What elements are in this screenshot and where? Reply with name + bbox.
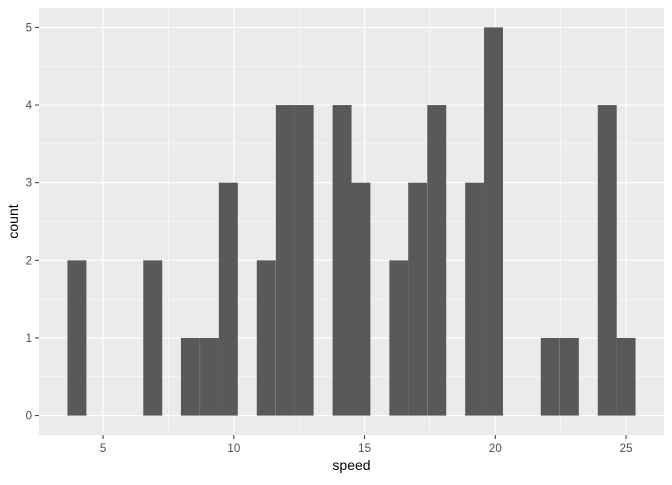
histogram-bar (351, 182, 371, 416)
x-tick-label: 10 (227, 443, 240, 455)
y-tick-label: 4 (26, 100, 33, 112)
histogram-bar (427, 105, 447, 416)
histogram-bar (218, 182, 238, 416)
histogram-bar (332, 105, 352, 416)
histogram-bar (389, 260, 409, 416)
y-tick-label: 5 (26, 22, 32, 34)
histogram-bar (275, 105, 295, 416)
x-tick-label: 15 (358, 443, 371, 455)
histogram-bar (294, 105, 314, 416)
x-tick-label: 20 (489, 443, 502, 455)
histogram-bar (616, 337, 636, 416)
histogram-bar (597, 105, 617, 416)
y-tick-label: 3 (26, 178, 32, 190)
histogram-bar (408, 182, 428, 416)
histogram-bar (67, 260, 87, 416)
histogram-bar (484, 27, 503, 416)
bars (67, 27, 636, 416)
y-tick-label: 2 (26, 255, 32, 267)
y-tick-label: 0 (26, 411, 32, 423)
x-tick-label: 25 (620, 443, 633, 455)
histogram-bar (143, 260, 163, 416)
y-axis-title: count (5, 204, 21, 238)
histogram-bar (559, 337, 579, 416)
histogram-bar (200, 337, 219, 416)
histogram-bar (180, 337, 200, 416)
y-axis-ticks: 0 1 2 3 4 5 (26, 22, 39, 423)
y-tick-label: 1 (26, 333, 32, 345)
x-tick-label: 5 (100, 443, 106, 455)
x-axis-ticks: 5 10 15 20 25 (100, 435, 633, 455)
histogram-bar (540, 337, 560, 416)
histogram-bar (256, 260, 276, 416)
x-axis-title: speed (332, 457, 370, 473)
histogram-bar (465, 182, 485, 416)
